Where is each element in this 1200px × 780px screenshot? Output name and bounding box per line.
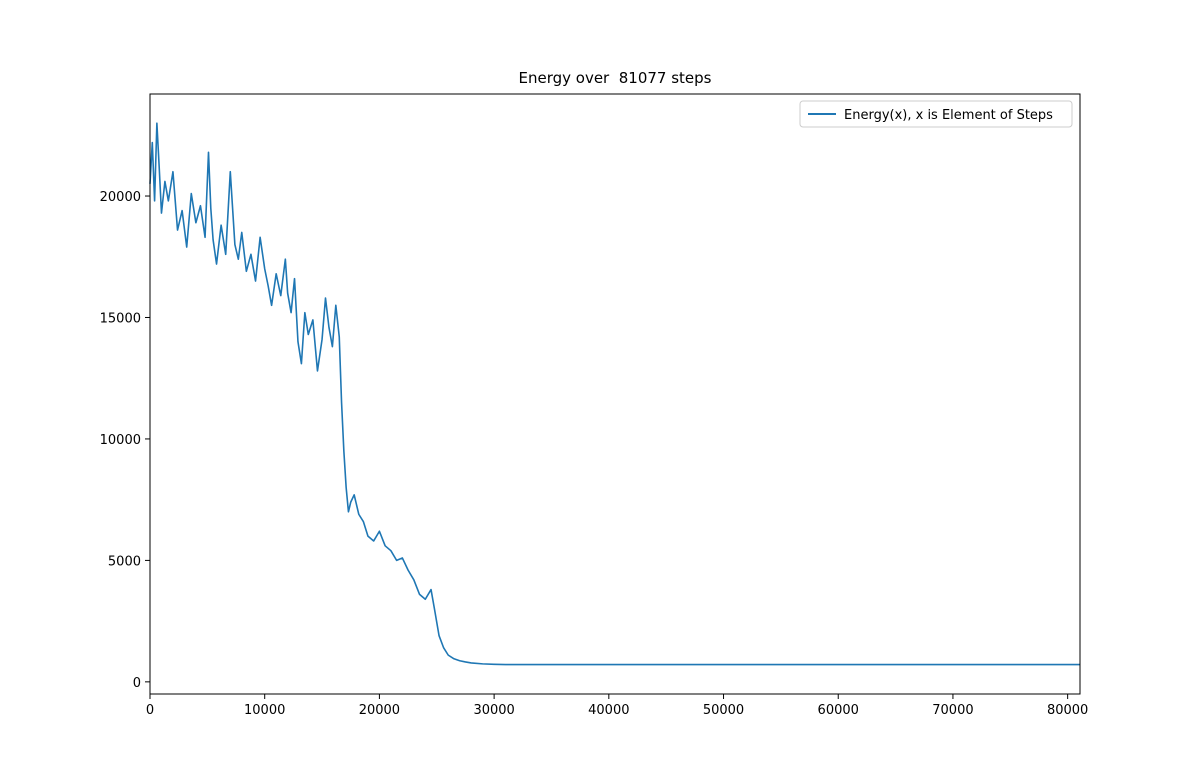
y-tick-label: 0: [133, 676, 141, 691]
x-tick-label: 20000: [359, 703, 400, 718]
y-tick-label: 10000: [100, 433, 141, 448]
legend-label-0: Energy(x), x is Element of Steps: [844, 108, 1053, 123]
legend: Energy(x), x is Element of Steps: [799, 100, 1073, 128]
legend-box: [799, 100, 1073, 128]
x-tick-label: 30000: [473, 703, 514, 718]
plot-area: 0 10000 20000 30000 40000 50000 60000 70000 8000…: [100, 93, 1088, 718]
x-tick-label: 50000: [703, 703, 744, 718]
x-tick-label: 80000: [1047, 703, 1088, 718]
x-tick-label: 70000: [932, 703, 973, 718]
y-tick-label: 5000: [108, 554, 141, 569]
x-tick-label: 60000: [818, 703, 859, 718]
x-tick-label: 0: [146, 703, 154, 718]
x-tick-label: 40000: [588, 703, 629, 718]
axes-frame: [149, 93, 1081, 695]
series-line-0: [149, 122, 1080, 666]
x-tick-label: 10000: [244, 703, 285, 718]
chart-title: Energy over 81077 steps: [518, 69, 712, 87]
y-tick-label: 20000: [100, 190, 141, 205]
y-tick-label: 15000: [100, 311, 141, 326]
